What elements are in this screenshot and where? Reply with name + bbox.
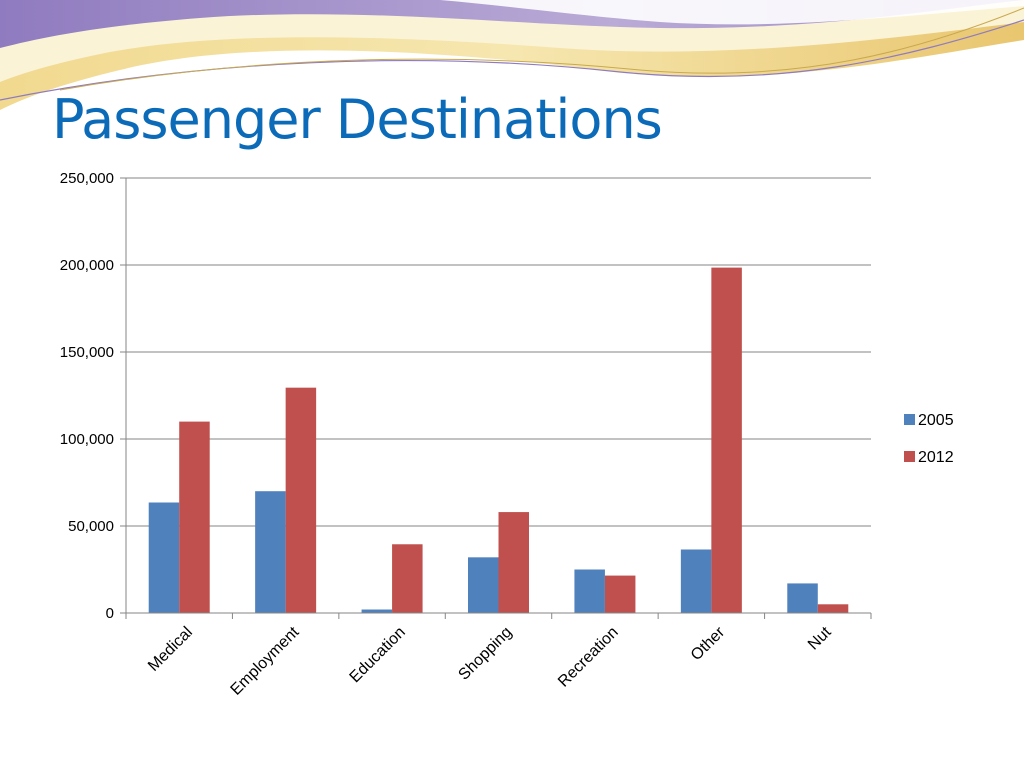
legend-swatch-2012	[904, 451, 915, 462]
bar-2005-medical	[148, 502, 180, 613]
bar-2012-medical	[179, 421, 210, 613]
legend: 2005 2012	[904, 412, 954, 466]
y-tick-label: 150,000	[60, 344, 114, 361]
y-tick-labels: 0 50,000 100,000 150,000 200,000 250,000	[60, 170, 114, 622]
x-category-label: Other	[688, 623, 729, 664]
slide-title: Passenger Destinations	[52, 88, 663, 151]
y-tick-label: 250,000	[60, 170, 114, 187]
decorative-wave-banner	[0, 0, 1024, 110]
bar-2005-shopping	[468, 557, 499, 613]
wave-white-crest	[440, 0, 1024, 25]
x-category-label: Medical	[145, 624, 196, 675]
axes	[120, 177, 872, 619]
x-category-label: Employment	[228, 623, 303, 698]
x-category-label: Education	[347, 624, 409, 686]
x-category-label: Nut	[805, 623, 835, 653]
bar-2012-education	[392, 544, 423, 613]
bar-2012-nut	[817, 604, 849, 613]
x-category-labels: Medical Employment Education Shopping Recrea…	[145, 623, 835, 698]
legend-label-2005: 2005	[918, 412, 954, 429]
bar-2005-employment	[255, 491, 286, 613]
x-category-label: Recreation	[555, 624, 622, 691]
bar-2005-education	[361, 609, 393, 613]
legend-swatch-2005	[904, 414, 915, 425]
bar-2012-shopping	[498, 512, 529, 613]
bar-2005-recreation	[574, 569, 605, 613]
x-category-label: Shopping	[455, 624, 515, 684]
bars	[148, 267, 849, 613]
bar-2012-employment	[285, 387, 317, 613]
bar-2012-other	[711, 267, 742, 613]
bar-2012-recreation	[604, 575, 636, 613]
y-tick-label: 200,000	[60, 257, 114, 274]
bar-2005-nut	[787, 583, 818, 613]
y-tick-label: 100,000	[60, 431, 114, 448]
gridlines	[126, 177, 871, 527]
y-tick-label: 50,000	[68, 518, 114, 535]
y-tick-label: 0	[106, 605, 114, 622]
legend-label-2012: 2012	[918, 449, 954, 466]
bar-2005-other	[680, 549, 712, 613]
wave-thin-line-2	[59, 7, 1024, 91]
